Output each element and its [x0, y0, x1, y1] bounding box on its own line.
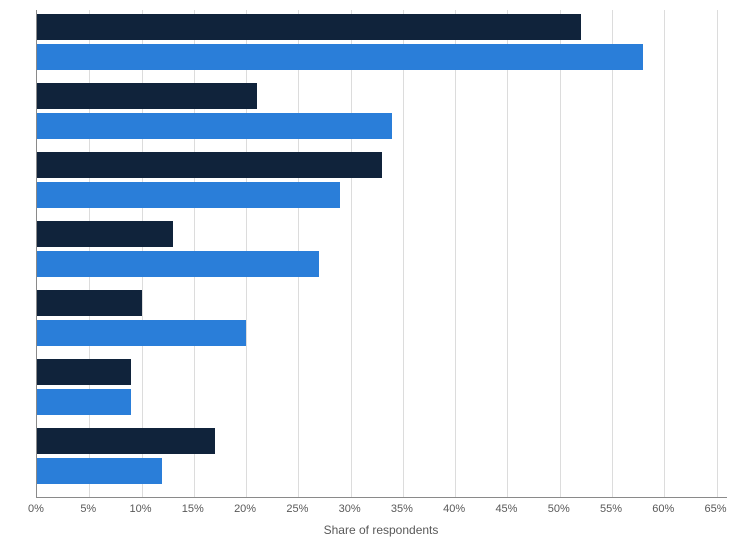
- x-tick-label: 5%: [80, 503, 96, 515]
- gridline: [455, 10, 456, 497]
- bar: [37, 389, 131, 415]
- bar: [37, 221, 173, 247]
- bar: [37, 83, 257, 109]
- x-tick-label: 60%: [652, 503, 674, 515]
- x-tick-label: 25%: [286, 503, 308, 515]
- chart-container: 0% 5% 10% 15% 20% 25% 30% 35% 40% 45% 50% 55% 60% 65%…: [0, 0, 754, 560]
- bar: [37, 428, 215, 454]
- gridline: [403, 10, 404, 497]
- x-tick-label: 30%: [339, 503, 361, 515]
- gridline: [612, 10, 613, 497]
- x-tick-label: 55%: [600, 503, 622, 515]
- x-tick-label: 50%: [548, 503, 570, 515]
- x-tick-label: 15%: [182, 503, 204, 515]
- x-tick-label: 40%: [443, 503, 465, 515]
- x-tick-label: 0%: [28, 503, 44, 515]
- bar: [37, 458, 162, 484]
- x-tick-label: 20%: [234, 503, 256, 515]
- bar: [37, 320, 246, 346]
- bar: [37, 152, 382, 178]
- bar: [37, 44, 643, 70]
- bar: [37, 182, 340, 208]
- gridline: [717, 10, 718, 497]
- x-axis-label: Share of respondents: [324, 523, 439, 537]
- x-tick-label: 45%: [495, 503, 517, 515]
- gridline: [507, 10, 508, 497]
- bar: [37, 14, 581, 40]
- x-tick-label: 10%: [130, 503, 152, 515]
- gridline: [351, 10, 352, 497]
- gridline: [664, 10, 665, 497]
- bar: [37, 113, 392, 139]
- plot-area: [36, 10, 727, 498]
- bar: [37, 251, 319, 277]
- bar: [37, 359, 131, 385]
- gridline: [560, 10, 561, 497]
- bar: [37, 290, 142, 316]
- x-tick-label: 65%: [705, 503, 727, 515]
- x-tick-label: 35%: [391, 503, 413, 515]
